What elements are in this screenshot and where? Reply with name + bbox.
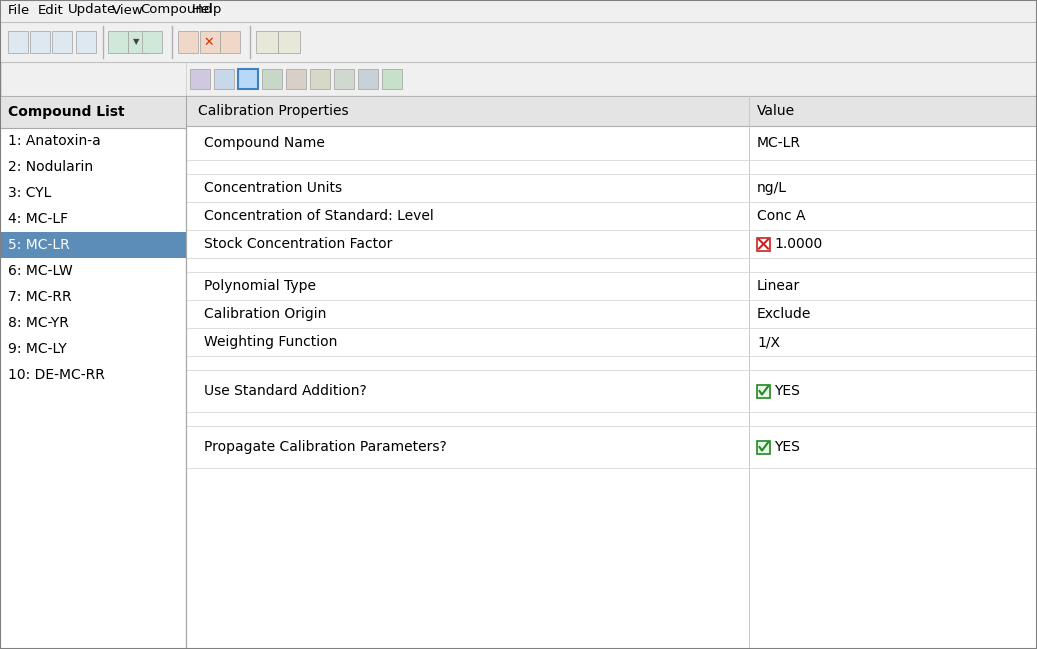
Bar bbox=[256, 31, 278, 53]
Bar bbox=[186, 62, 1037, 96]
Text: 1.0000: 1.0000 bbox=[774, 237, 822, 251]
Text: 4: MC-LF: 4: MC-LF bbox=[8, 212, 68, 226]
Text: Calibration Properties: Calibration Properties bbox=[198, 104, 348, 118]
Bar bbox=[358, 69, 379, 89]
Bar bbox=[186, 96, 1037, 126]
Bar bbox=[52, 31, 72, 53]
Bar bbox=[310, 69, 330, 89]
Bar bbox=[178, 31, 198, 53]
Text: Concentration Units: Concentration Units bbox=[204, 181, 342, 195]
Text: 7: MC-RR: 7: MC-RR bbox=[8, 290, 72, 304]
Text: Compound: Compound bbox=[140, 3, 213, 16]
Text: YES: YES bbox=[774, 440, 800, 454]
Bar bbox=[239, 69, 258, 89]
Bar bbox=[76, 31, 96, 53]
Text: View: View bbox=[112, 3, 144, 16]
Text: Propagate Calibration Parameters?: Propagate Calibration Parameters? bbox=[204, 440, 447, 454]
Bar bbox=[757, 384, 770, 397]
Bar bbox=[142, 31, 162, 53]
Text: ng/L: ng/L bbox=[757, 181, 787, 195]
Text: 5: MC-LR: 5: MC-LR bbox=[8, 238, 69, 252]
Text: Edit: Edit bbox=[38, 3, 63, 16]
Bar bbox=[382, 69, 402, 89]
Bar bbox=[220, 31, 240, 53]
Text: 8: MC-YR: 8: MC-YR bbox=[8, 316, 68, 330]
Text: 2: Nodularin: 2: Nodularin bbox=[8, 160, 93, 174]
Text: Conc A: Conc A bbox=[757, 209, 806, 223]
Text: Update: Update bbox=[68, 3, 116, 16]
Bar bbox=[286, 69, 306, 89]
Text: YES: YES bbox=[774, 384, 800, 398]
Text: Use Standard Addition?: Use Standard Addition? bbox=[204, 384, 367, 398]
Text: 1/X: 1/X bbox=[757, 335, 780, 349]
Bar bbox=[0, 232, 186, 258]
Bar bbox=[30, 31, 50, 53]
Text: 9: MC-LY: 9: MC-LY bbox=[8, 342, 66, 356]
Bar bbox=[0, 22, 1037, 62]
Text: Value: Value bbox=[757, 104, 795, 118]
Bar bbox=[200, 31, 220, 53]
Text: 1: Anatoxin-a: 1: Anatoxin-a bbox=[8, 134, 101, 148]
Text: Compound Name: Compound Name bbox=[204, 136, 325, 150]
Bar bbox=[278, 31, 300, 53]
Text: Concentration of Standard: Level: Concentration of Standard: Level bbox=[204, 209, 433, 223]
Text: Weighting Function: Weighting Function bbox=[204, 335, 337, 349]
Text: Help: Help bbox=[192, 3, 222, 16]
Bar bbox=[214, 69, 234, 89]
Text: ▼: ▼ bbox=[133, 38, 139, 47]
Text: File: File bbox=[8, 3, 30, 16]
Text: Polynomial Type: Polynomial Type bbox=[204, 279, 316, 293]
Bar bbox=[239, 69, 258, 89]
Bar bbox=[757, 238, 770, 251]
Text: Calibration Origin: Calibration Origin bbox=[204, 307, 327, 321]
Text: ✕: ✕ bbox=[203, 36, 215, 49]
Text: Linear: Linear bbox=[757, 279, 801, 293]
Text: Stock Concentration Factor: Stock Concentration Factor bbox=[204, 237, 392, 251]
Bar bbox=[8, 31, 28, 53]
Bar bbox=[108, 31, 128, 53]
Text: 3: CYL: 3: CYL bbox=[8, 186, 52, 200]
Bar bbox=[757, 441, 770, 454]
Bar bbox=[128, 31, 148, 53]
Bar bbox=[0, 96, 186, 128]
Bar bbox=[186, 96, 1037, 649]
Text: 10: DE-MC-RR: 10: DE-MC-RR bbox=[8, 368, 105, 382]
Bar bbox=[334, 69, 354, 89]
Text: 6: MC-LW: 6: MC-LW bbox=[8, 264, 73, 278]
Bar bbox=[262, 69, 282, 89]
Bar bbox=[0, 96, 186, 649]
Text: Exclude: Exclude bbox=[757, 307, 811, 321]
Text: MC-LR: MC-LR bbox=[757, 136, 801, 150]
Bar bbox=[190, 69, 211, 89]
Bar bbox=[0, 0, 1037, 22]
Text: Compound List: Compound List bbox=[8, 105, 124, 119]
